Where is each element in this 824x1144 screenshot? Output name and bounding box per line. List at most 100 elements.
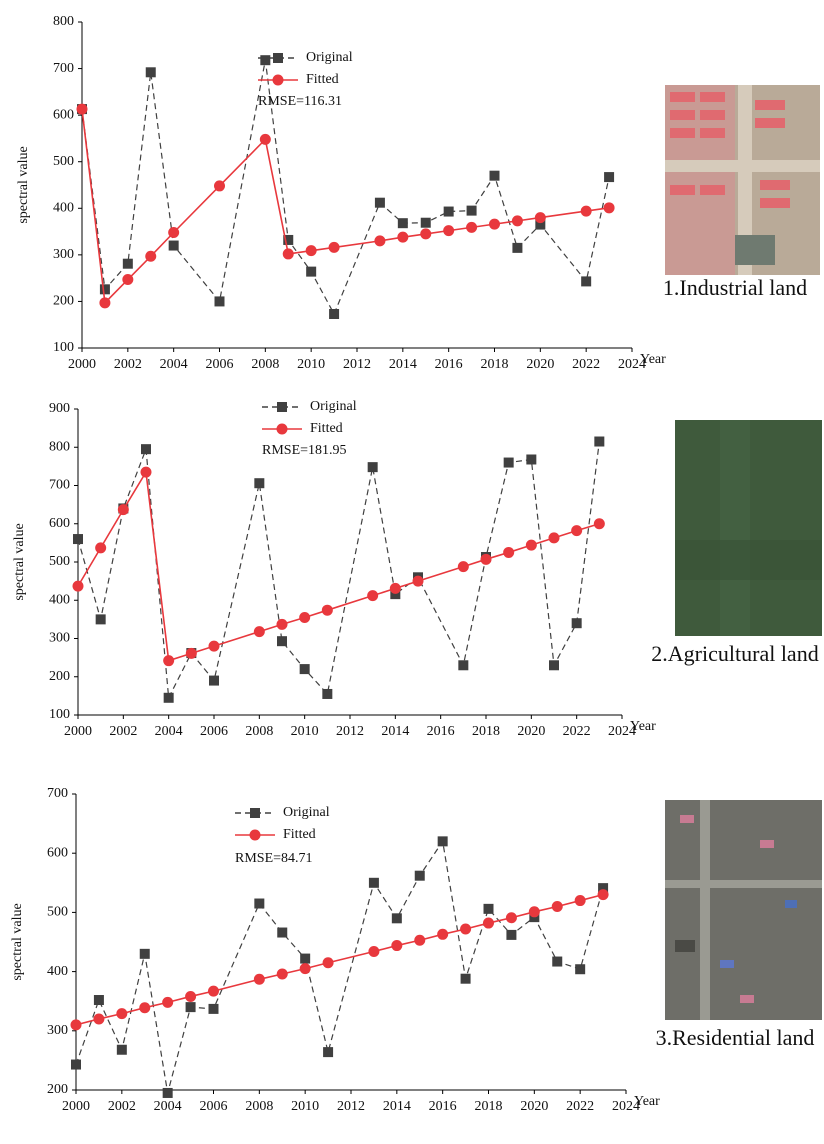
marker [118,504,129,515]
marker [323,957,334,968]
marker [122,274,133,285]
x-tick-label: 2014 [381,724,409,739]
marker [163,655,174,666]
series-line [76,895,603,1025]
legend-label: Original [310,399,357,414]
marker [73,534,83,544]
marker [99,297,110,308]
marker [458,561,469,572]
y-tick-label: 900 [49,401,70,416]
marker [186,648,197,659]
marker [552,901,563,912]
annotation: RMSE=181.95 [262,443,347,458]
y-tick-label: 700 [49,478,70,493]
y-tick-label: 400 [53,201,74,216]
marker [209,641,220,652]
y-tick-label: 200 [53,294,74,309]
marker [526,540,537,551]
figure: 1002003004005006007008002000200220042006… [0,0,824,1144]
y-axis-label: spectral value [10,903,25,980]
marker [420,228,431,239]
legend-marker [250,808,260,818]
annotation: RMSE=116.31 [258,94,342,109]
marker [71,1019,82,1030]
x-tick-label: 2012 [337,1099,365,1114]
marker [139,1002,150,1013]
marker [300,963,311,974]
y-tick-label: 600 [49,516,70,531]
industrial-image [665,85,820,275]
marker [254,899,264,909]
x-tick-label: 2000 [62,1099,90,1114]
marker [390,583,401,594]
x-tick-label: 2018 [481,357,509,372]
image-caption: 3.Residential land [656,1025,815,1050]
x-tick-label: 2004 [160,357,188,372]
marker [209,676,219,686]
legend-label: Original [306,50,353,65]
marker [438,836,448,846]
x-tick-label: 2006 [206,357,234,372]
marker [552,957,562,967]
x-tick-label: 2008 [245,1099,273,1114]
marker [506,912,517,923]
x-tick-label: 2004 [154,1099,182,1114]
legend-marker [273,53,283,63]
legend-label: Fitted [310,421,343,436]
y-tick-label: 200 [47,1082,68,1097]
marker [397,232,408,243]
marker [604,172,614,182]
x-tick-label: 2018 [475,1099,503,1114]
marker [529,906,540,917]
marker [460,923,471,934]
marker [168,227,179,238]
x-tick-label: 2014 [389,357,417,372]
marker [123,259,133,269]
y-tick-label: 300 [47,1023,68,1038]
annotation: RMSE=84.71 [235,851,313,866]
marker [483,918,494,929]
marker [322,689,332,699]
legend-marker [250,830,261,841]
marker [163,1088,173,1098]
marker [604,202,615,213]
marker [96,614,106,624]
marker [415,871,425,881]
marker [581,276,591,286]
marker [208,986,219,997]
y-tick-label: 500 [49,554,70,569]
x-axis-label: Year [634,1094,660,1109]
marker [164,693,174,703]
marker [392,913,402,923]
y-axis-label: spectral value [12,523,27,600]
marker [299,612,310,623]
marker [306,267,316,277]
x-tick-label: 2018 [472,724,500,739]
marker [260,134,271,145]
x-tick-label: 2012 [336,724,364,739]
marker [437,929,448,940]
legend-marker [277,424,288,435]
x-tick-label: 2002 [108,1099,136,1114]
marker [186,1002,196,1012]
x-tick-label: 2006 [200,724,228,739]
x-tick-label: 2008 [251,357,279,372]
marker [254,626,265,637]
x-tick-label: 2022 [572,357,600,372]
x-tick-label: 2016 [435,357,463,372]
marker [306,245,317,256]
marker [300,954,310,964]
marker [260,55,270,65]
x-tick-label: 2004 [155,724,183,739]
marker [77,104,88,115]
y-tick-label: 300 [49,631,70,646]
marker [140,949,150,959]
marker [504,458,514,468]
legend-marker [277,402,287,412]
marker [71,1060,81,1070]
marker [526,454,536,464]
y-tick-label: 600 [47,845,68,860]
marker [277,968,288,979]
marker [117,1045,127,1055]
marker [572,618,582,628]
